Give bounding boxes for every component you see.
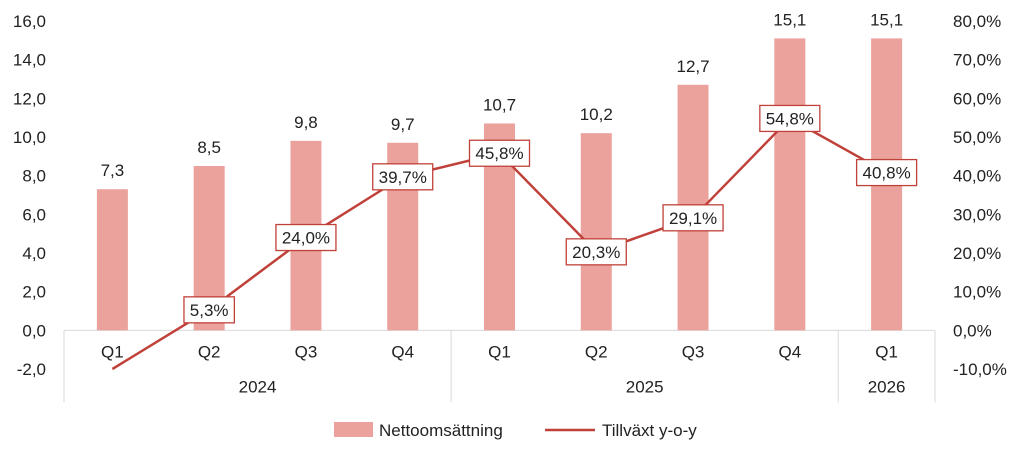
line-label-box (183, 296, 236, 324)
line-label-box (759, 104, 821, 133)
right-axis-tick-label: 50,0% (953, 128, 1001, 147)
line-label-box (372, 163, 434, 191)
right-axis: -10,0% 0,0% 10,0% 20,0% 30,0% 40,0% 50,0% 60,0%… (953, 12, 1007, 379)
line-label-box (565, 238, 627, 266)
line-label-text: 40,8% (863, 164, 911, 183)
bar-value-label: 15,1 (773, 10, 806, 29)
bar-value-label: 7,3 (101, 161, 125, 180)
line-label-text: 20,3% (572, 243, 620, 262)
line-value-label: 20,3% (565, 238, 627, 266)
right-axis-tick-label: 0,0% (953, 321, 992, 340)
line-value-label: 24,0% (275, 223, 337, 252)
line-data-labels: 5,3% 24,0% 39,7% 45,8% 20,3% 29,1% 54,8% 40,8% (183, 104, 918, 324)
line-value-label: 29,1% (662, 204, 724, 232)
right-axis-tick-label: -10,0% (953, 360, 1007, 379)
right-axis-tick-label: 10,0% (953, 283, 1001, 302)
bar (96, 189, 128, 331)
line-label-box (662, 204, 724, 232)
group-label: 2025 (626, 377, 664, 396)
line-label-text: 39,7% (379, 168, 427, 187)
left-axis-tick-label: 4,0 (22, 244, 46, 263)
bar-value-label: 10,7 (483, 95, 516, 114)
line-label-box (468, 139, 531, 167)
bar-value-label: 8,5 (197, 138, 221, 157)
category-label: Q1 (101, 342, 124, 361)
right-axis-tick-label: 60,0% (953, 89, 1001, 108)
right-axis-tick-label: 20,0% (953, 244, 1001, 263)
right-axis-tick-label: 70,0% (953, 51, 1001, 70)
left-axis-tick-label: -2,0 (17, 360, 46, 379)
line-label-box (855, 158, 918, 187)
category-axis: Q1 Q2 Q3 Q4 Q1 Q2 Q3 Q4 Q1 2024 2025 2026 (63, 329, 936, 403)
line-value-label: 54,8% (759, 104, 821, 133)
left-axis-tick-label: 6,0 (22, 205, 46, 224)
category-label: Q2 (198, 342, 221, 361)
line-label-text: 54,8% (766, 109, 814, 128)
left-axis-tick-label: 12,0 (13, 89, 46, 108)
right-axis-tick-label: 40,0% (953, 167, 1001, 186)
line-label-text: 29,1% (669, 209, 717, 228)
legend-bar-label: Nettoomsättning (379, 421, 503, 440)
left-axis-tick-label: 8,0 (22, 167, 46, 186)
left-axis-tick-label: 0,0 (22, 321, 46, 340)
category-label: Q2 (585, 342, 608, 361)
line-label-text: 24,0% (282, 229, 330, 248)
line-value-label: 39,7% (372, 163, 434, 191)
group-label: 2026 (868, 377, 906, 396)
bar-value-label: 15,1 (870, 10, 903, 29)
left-axis-tick-label: 14,0 (13, 51, 46, 70)
legend-line-label: Tillväxt y-o-y (602, 421, 697, 440)
left-axis: -2,0 0,0 2,0 4,0 6,0 8,0 10,0 12,0 14,0 16,0 (13, 12, 46, 379)
line-value-label: 45,8% (468, 139, 531, 167)
bar-value-label: 10,2 (580, 105, 613, 124)
group-label: 2024 (239, 377, 277, 396)
bar-series (96, 38, 903, 331)
right-axis-tick-label: 80,0% (953, 12, 1001, 31)
line-label-text: 5,3% (190, 301, 229, 320)
left-axis-tick-label: 16,0 (13, 12, 46, 31)
line-label-text: 45,8% (475, 144, 523, 163)
category-label: Q1 (875, 342, 898, 361)
line-label-box (275, 223, 337, 252)
legend: Nettoomsättning Tillväxt y-o-y (334, 421, 697, 440)
left-axis-tick-label: 10,0 (13, 128, 46, 147)
right-axis-tick-label: 30,0% (953, 205, 1001, 224)
category-label: Q3 (682, 342, 705, 361)
line-value-label: 40,8% (855, 158, 918, 187)
category-label: Q3 (295, 342, 318, 361)
category-label: Q4 (778, 342, 801, 361)
legend-bar-swatch (334, 422, 373, 437)
bar (774, 38, 806, 331)
bar (580, 133, 612, 331)
bar-value-label: 9,8 (294, 113, 318, 132)
line-value-label: 5,3% (183, 296, 236, 324)
category-label: Q4 (391, 342, 414, 361)
bar-value-label: 12,7 (677, 57, 710, 76)
bar-value-label: 9,7 (391, 115, 415, 134)
bar-data-labels: 7,3 8,5 9,8 9,7 10,7 10,2 12,7 15,1 15,1 (101, 10, 904, 180)
category-label: Q1 (488, 342, 511, 361)
left-axis-tick-label: 2,0 (22, 283, 46, 302)
